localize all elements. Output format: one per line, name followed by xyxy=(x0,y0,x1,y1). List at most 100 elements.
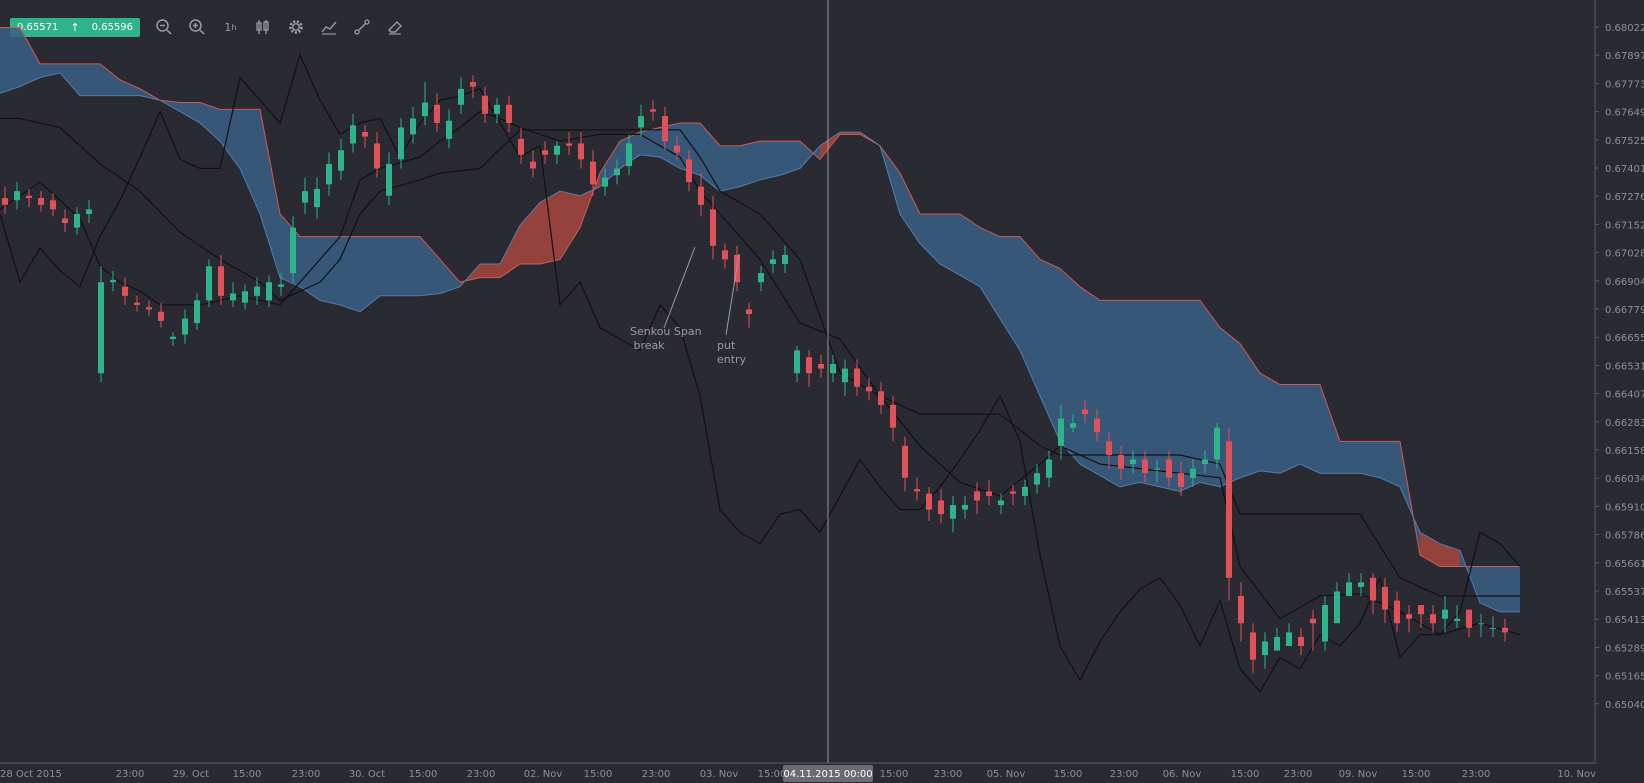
bull-candle xyxy=(1322,596,1328,651)
candle-body xyxy=(866,386,872,392)
candle-body xyxy=(1478,623,1484,625)
cloud-segment xyxy=(420,236,440,296)
candle-body xyxy=(722,250,728,260)
bull-candle xyxy=(1334,582,1340,624)
cloud-segment xyxy=(720,145,740,192)
bull-candle xyxy=(170,332,176,346)
bull-candle xyxy=(1442,596,1448,633)
candle-body xyxy=(1202,459,1208,465)
bull-candle xyxy=(1214,423,1220,469)
candle-body xyxy=(890,404,896,428)
cloud-segment xyxy=(760,141,780,180)
candle-body xyxy=(902,445,908,478)
x-tick-label: 02. Nov xyxy=(524,769,563,780)
bear-candle xyxy=(1226,427,1232,601)
candle-body xyxy=(1082,409,1088,415)
candle-body xyxy=(1442,609,1448,619)
annotation-senkou-break: Senkou Span break xyxy=(630,325,702,352)
zoom-in-button[interactable] xyxy=(181,17,214,37)
bear-candle xyxy=(542,141,548,164)
bear-candle xyxy=(674,136,680,160)
bull-candle xyxy=(1490,616,1496,637)
annotation-pointer-line xyxy=(725,253,740,336)
eraser-button[interactable] xyxy=(379,17,412,37)
y-tick-label: 0.65289 xyxy=(1605,643,1644,654)
candle-body xyxy=(638,116,644,128)
draw-line-button[interactable] xyxy=(346,17,379,37)
candle-body xyxy=(1190,468,1196,478)
bear-candle xyxy=(2,186,8,214)
bear-candle xyxy=(818,354,824,378)
gear-icon xyxy=(289,20,304,34)
candle-body xyxy=(2,198,8,205)
cloud-segment xyxy=(920,213,940,264)
candle-body xyxy=(662,116,668,142)
candle-body xyxy=(962,505,968,510)
cloud-segment xyxy=(960,213,980,287)
candle-body xyxy=(746,309,752,315)
cloud-segment xyxy=(1500,566,1520,612)
bear-candle xyxy=(146,300,152,317)
candle-body xyxy=(1034,473,1040,485)
indicators-button[interactable] xyxy=(313,17,346,37)
cloud-segment xyxy=(1240,343,1260,478)
timeframe-value: 1 xyxy=(224,20,232,34)
bull-candle xyxy=(206,259,212,308)
x-tick-label: 23:00 xyxy=(467,769,496,780)
chart-type-button[interactable] xyxy=(247,17,280,37)
bull-candle xyxy=(1274,627,1280,651)
candle-body xyxy=(938,500,944,515)
candle-body xyxy=(686,159,692,183)
bear-candle xyxy=(902,436,908,492)
y-tick-label: 0.66655 xyxy=(1605,333,1644,344)
bull-candle xyxy=(1286,623,1292,647)
candle-body xyxy=(326,163,332,185)
bear-candle xyxy=(506,95,512,133)
candle-body xyxy=(842,368,848,383)
candle-body xyxy=(1502,627,1508,633)
bear-candle xyxy=(530,150,536,178)
x-tick-label: 23:00 xyxy=(1462,769,1491,780)
bull-candle xyxy=(1058,404,1064,460)
candle-body xyxy=(110,279,116,283)
crosshair: 04.11.2015 00:00 xyxy=(783,0,873,782)
cloud-segment xyxy=(1060,268,1080,465)
bull-candle xyxy=(1202,450,1208,474)
candle-body xyxy=(374,143,380,169)
y-tick-label: 0.67649 xyxy=(1605,108,1644,119)
candle-body xyxy=(986,491,992,496)
zoom-out-button[interactable] xyxy=(148,17,181,37)
bear-candle xyxy=(374,132,380,178)
candle-body xyxy=(266,282,272,301)
bull-candle xyxy=(1478,614,1484,637)
candle-body xyxy=(146,307,152,310)
candle-body xyxy=(134,302,140,305)
annotation-line: put xyxy=(717,339,736,352)
bull-candle xyxy=(350,113,356,153)
bear-candle xyxy=(1394,591,1400,633)
candle-body xyxy=(1010,491,1016,494)
candle-body xyxy=(194,300,200,324)
y-tick-label: 0.67152 xyxy=(1605,220,1644,231)
candle-body xyxy=(62,218,68,224)
bull-candle xyxy=(554,141,560,164)
candlesticks xyxy=(2,75,1508,674)
candle-body xyxy=(1154,468,1160,470)
cloud-segment xyxy=(260,109,280,278)
cloud-segment xyxy=(700,122,720,192)
x-tick-label: 23:00 xyxy=(934,769,963,780)
bull-candle xyxy=(458,77,464,114)
candle-body xyxy=(1262,641,1268,656)
bull-candle xyxy=(782,245,788,274)
candle-body xyxy=(458,88,464,105)
candle-body xyxy=(506,104,512,123)
candle-body xyxy=(1310,618,1316,624)
bear-candle xyxy=(50,193,56,217)
bear-candle xyxy=(878,382,884,415)
settings-button[interactable] xyxy=(280,17,313,37)
price-badge[interactable]: 0.65571 ↑ 0.65596 xyxy=(10,17,140,37)
candle-body xyxy=(1094,418,1100,433)
cloud-segment xyxy=(360,236,380,312)
